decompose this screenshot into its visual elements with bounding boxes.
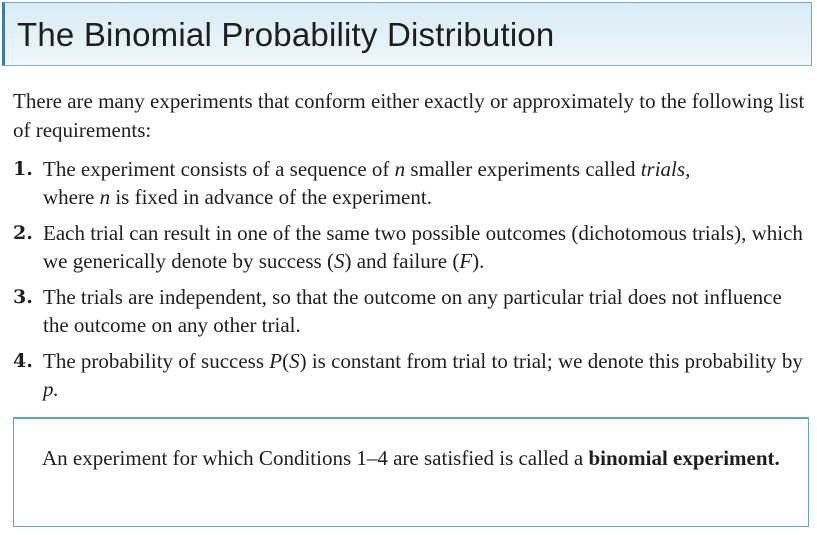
requirements-list: 1. The experiment consists of a sequence… [13, 155, 803, 411]
requirement-item-2: 2. Each trial can result in one of the s… [13, 219, 803, 275]
math-variable: n [394, 157, 406, 181]
title-bar: The Binomial Probability Distribution [2, 2, 812, 66]
text-run: ) and failure ( [344, 249, 460, 273]
requirement-text: The probability of success P(S) is const… [43, 349, 803, 401]
math-variable: P [269, 349, 283, 373]
text-run: An experiment for which Conditions 1–4 a… [42, 446, 589, 470]
math-variable: S [289, 349, 300, 373]
math-variable: S [333, 249, 345, 273]
requirement-item-1: 1. The experiment consists of a sequence… [13, 155, 803, 211]
requirement-text: The trials are independent, so that the … [43, 285, 782, 337]
definition-text: An experiment for which Conditions 1–4 a… [42, 444, 784, 473]
text-run: The experiment consists of a sequence of [43, 157, 395, 181]
requirement-text: Each trial can result in one of the same… [43, 221, 803, 273]
requirement-number: 4. [13, 350, 33, 372]
requirement-text: The experiment consists of a sequence of… [43, 157, 690, 209]
math-variable: F [459, 249, 473, 273]
intro-paragraph: There are many experiments that conform … [13, 89, 805, 142]
text-run: ) is constant from trial to trial; we de… [299, 349, 803, 373]
requirement-number: 3. [13, 286, 33, 308]
math-variable: n [99, 185, 111, 209]
text-run: Each trial can result in one of the same… [43, 221, 803, 273]
definition-box: An experiment for which Conditions 1–4 a… [13, 417, 809, 527]
text-run: where [43, 185, 100, 209]
text-run: ). [472, 249, 485, 273]
requirement-item-4: 4. The probability of success P(S) is co… [13, 347, 803, 403]
term-trials: trials, [640, 157, 691, 181]
text-run: ( [282, 349, 290, 373]
requirement-number: 1. [13, 158, 33, 180]
requirement-item-3: 3. The trials are independent, so that t… [13, 283, 803, 339]
defined-term: binomial experiment. [588, 446, 780, 470]
text-run: smaller experiments called [405, 157, 641, 181]
page-title: The Binomial Probability Distribution [17, 16, 555, 53]
requirement-number: 2. [13, 222, 33, 244]
math-variable: p. [43, 377, 59, 401]
text-run: is fixed in advance of the experiment. [110, 185, 432, 209]
text-run: The probability of success [43, 349, 270, 373]
